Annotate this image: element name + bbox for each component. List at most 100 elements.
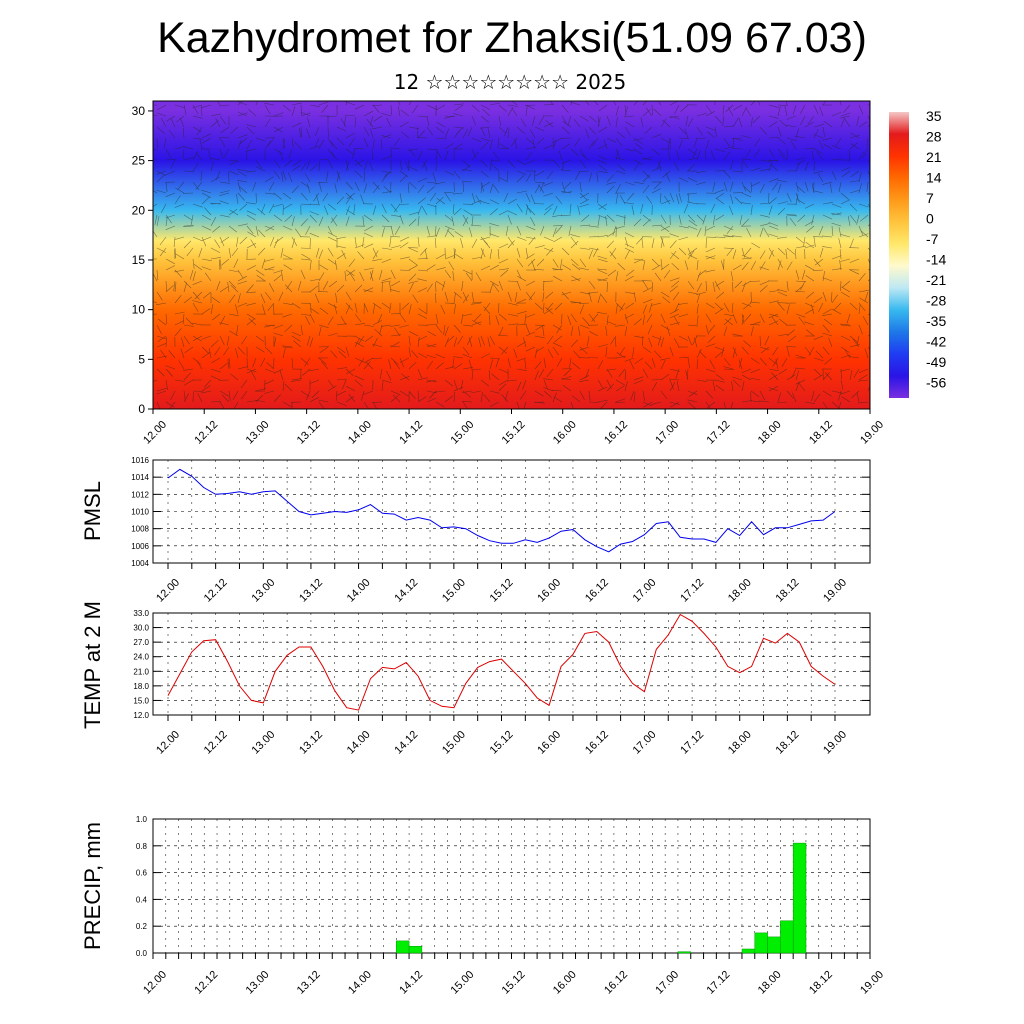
y-tick-label: 5 <box>138 352 145 366</box>
x-tick-label: 12.12 <box>192 969 220 997</box>
y-tick-label: 1016 <box>131 456 149 465</box>
colorbar-label: -35 <box>926 313 946 329</box>
x-tick-label: 17.00 <box>631 577 659 605</box>
x-tick-label: 14.00 <box>345 729 373 757</box>
temperature-colorbar: 35 28 21 14 7 0 -7 -14 -21 -28 -35 -42 -49 -56 <box>889 108 946 398</box>
y-tick-label: 10 <box>132 303 146 317</box>
y-tick-label: 1.0 <box>136 815 148 824</box>
y-tick-label: 30.0 <box>133 624 149 633</box>
x-tick-label: 19.00 <box>821 729 849 757</box>
colorbar-label: -7 <box>926 231 939 247</box>
y-tick-label: 15.0 <box>133 696 149 705</box>
x-tick-label: 17.00 <box>631 729 659 757</box>
precip-bar <box>767 936 781 954</box>
x-tick-label: 16.00 <box>551 969 579 997</box>
x-tick-label: 14.12 <box>392 729 420 757</box>
x-tick-label: 17.00 <box>653 419 681 447</box>
colorbar-label: 14 <box>926 170 942 186</box>
y-tick-label: 27.0 <box>133 638 149 647</box>
precip-bar <box>677 951 691 954</box>
series-line <box>167 613 836 711</box>
colorbar-label: 0 <box>926 211 934 227</box>
y-tick-label: 1010 <box>131 508 149 517</box>
x-tick-label: 19.00 <box>858 419 886 447</box>
x-tick-label: 16.00 <box>551 419 579 447</box>
x-tick-label: 12.00 <box>154 729 182 757</box>
temp-panel: 33.0 30.0 27.0 24.0 21.0 18.0 15.0 12.0 12.00 12.… <box>80 601 871 757</box>
x-tick-label: 17.12 <box>678 729 706 757</box>
y-tick-label: 20 <box>132 203 146 217</box>
x-tick-label: 17.12 <box>705 419 733 447</box>
y-tick-label: 1006 <box>131 542 149 551</box>
colorbar-label: -14 <box>926 252 946 268</box>
x-tick-label: 12.00 <box>141 419 169 447</box>
precip-bar <box>780 920 794 954</box>
x-tick-label: 18.12 <box>774 729 802 757</box>
y-tick-label: 1004 <box>131 559 149 568</box>
x-tick-label: 13.00 <box>249 729 277 757</box>
y-axis-title: TEMP at 2 M <box>80 601 105 729</box>
y-tick-label: 18.0 <box>133 682 149 691</box>
x-tick-label: 16.12 <box>583 577 611 605</box>
x-tick-label: 17.00 <box>653 969 681 997</box>
precip-bar <box>396 940 410 954</box>
precip-panel: 1.0 0.8 0.6 0.4 0.2 0.0 12.00 12.12 13.00 13.12 14… <box>80 815 886 997</box>
x-tick-label: 15.00 <box>440 577 468 605</box>
x-tick-label: 12.12 <box>202 729 230 757</box>
precip-bar <box>408 946 423 954</box>
chart-subtitle: 12 ☆☆☆☆☆☆☆☆ 2025 <box>393 70 627 94</box>
x-tick-label: 14.00 <box>346 419 374 447</box>
x-tick-label: 12.12 <box>202 577 230 605</box>
x-tick-label: 16.00 <box>535 729 563 757</box>
y-tick-label: 21.0 <box>133 667 149 676</box>
x-tick-label: 16.12 <box>602 419 630 447</box>
y-tick-label: 33.0 <box>133 609 149 618</box>
y-tick-label: 30 <box>132 104 146 118</box>
x-tick-label: 17.12 <box>678 577 706 605</box>
x-tick-label: 12.00 <box>154 577 182 605</box>
x-tick-label: 14.00 <box>345 577 373 605</box>
y-tick-label: 1012 <box>131 490 149 499</box>
y-tick-label: 1014 <box>131 473 149 482</box>
colorbar-label: -21 <box>926 272 946 288</box>
x-tick-label: 15.00 <box>448 969 476 997</box>
colorbar-label: 7 <box>926 190 934 206</box>
y-tick-label: 0.6 <box>136 869 148 878</box>
y-tick-label: 15 <box>132 253 146 267</box>
x-tick-label: 14.12 <box>392 577 420 605</box>
x-tick-label: 18.12 <box>774 577 802 605</box>
colorbar-label: 35 <box>926 108 942 124</box>
plot-frame <box>152 612 871 716</box>
colorbar-label: -56 <box>926 375 946 391</box>
x-tick-label: 12.00 <box>141 969 169 997</box>
x-tick-label: 15.00 <box>448 419 476 447</box>
x-tick-label: 19.00 <box>858 969 886 997</box>
pmsl-panel: 1016 1014 1012 1010 1008 1006 1004 12.00 12.12 13… <box>80 456 871 605</box>
y-tick-label: 0 <box>138 402 145 416</box>
x-tick-label: 16.12 <box>583 729 611 757</box>
colorbar-label: -49 <box>926 354 946 370</box>
precip-bar <box>754 932 768 954</box>
x-tick-label: 18.00 <box>726 577 754 605</box>
y-axis-title: PRECIP, mm <box>80 822 105 950</box>
x-tick-label: 13.12 <box>297 729 325 757</box>
x-tick-label: 15.12 <box>488 729 516 757</box>
x-tick-label: 13.12 <box>295 969 323 997</box>
x-tick-label: 13.12 <box>297 577 325 605</box>
x-tick-label: 13.12 <box>295 419 323 447</box>
x-tick-label: 12.12 <box>192 419 220 447</box>
y-tick-label: 0.2 <box>136 922 148 931</box>
colorbar-label: 28 <box>926 129 942 145</box>
y-tick-label: 0.8 <box>136 842 148 851</box>
x-tick-label: 14.12 <box>397 419 425 447</box>
x-tick-label: 18.12 <box>807 419 835 447</box>
wind-barbs <box>153 101 870 409</box>
x-tick-label: 18.00 <box>726 729 754 757</box>
x-tick-label: 15.00 <box>440 729 468 757</box>
y-axis-title: PMSL <box>80 481 105 541</box>
x-tick-label: 17.12 <box>705 969 733 997</box>
x-tick-label: 16.00 <box>535 577 563 605</box>
cross-section-panel: 0 5 10 15 20 25 30 12.00 12.12 13.00 13.12 14.00 14.… <box>132 100 886 447</box>
x-tick-label: 14.00 <box>346 969 374 997</box>
